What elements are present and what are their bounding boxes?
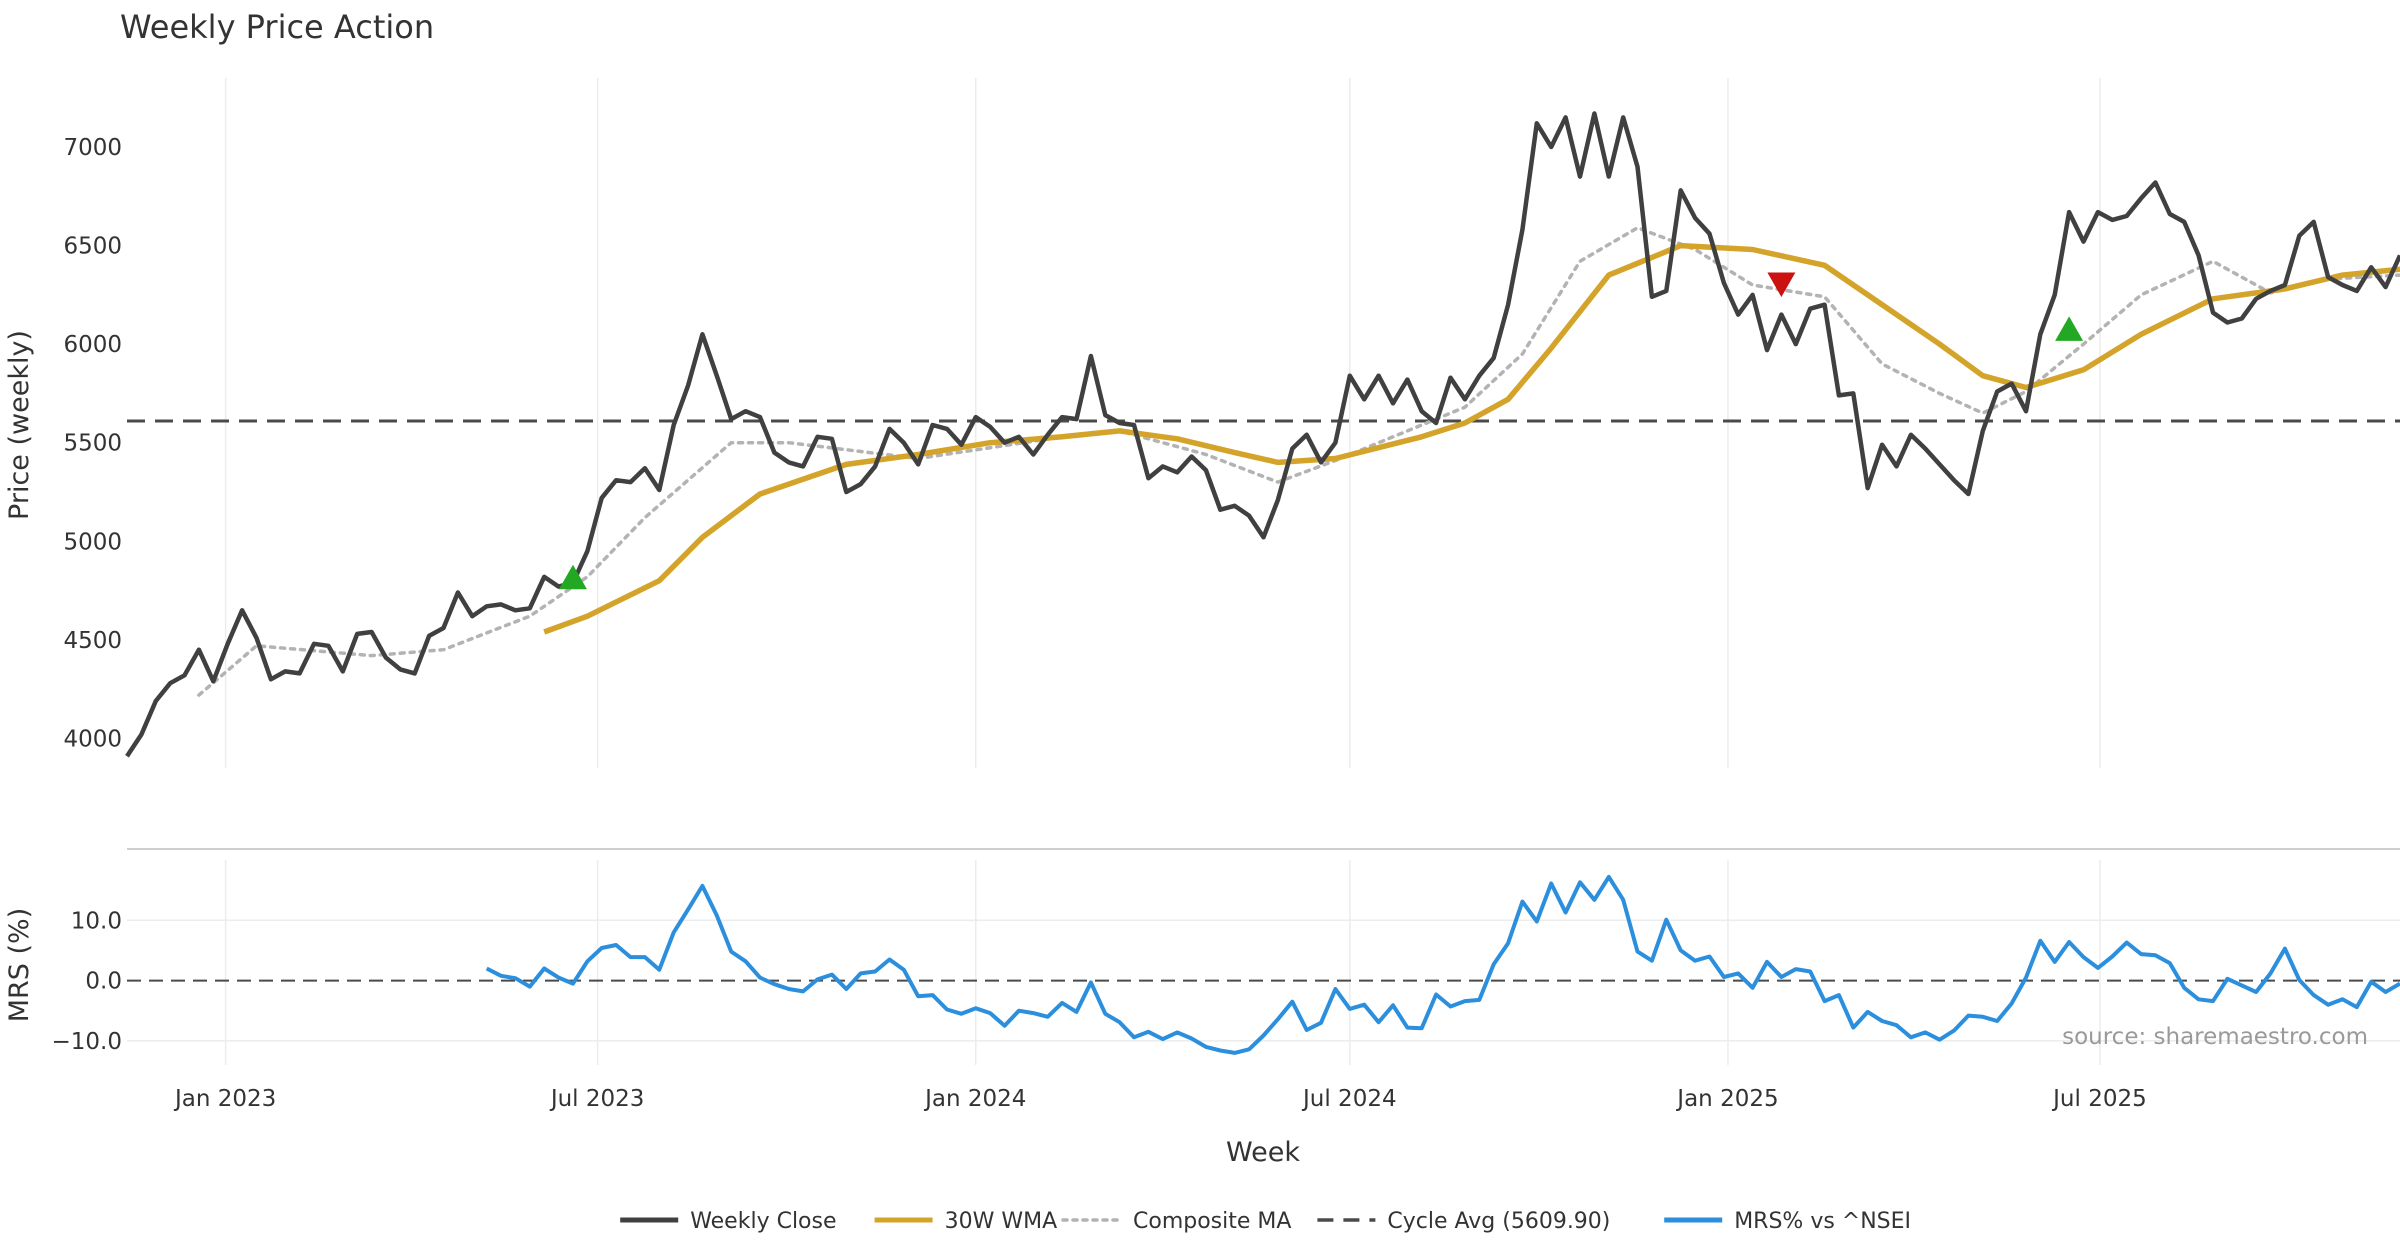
legend-item-2: Composite MA — [1061, 1209, 1291, 1234]
x-axis-label: Week — [1226, 1137, 1300, 1168]
price-y-axis-label: Price (weekly) — [4, 330, 35, 520]
signal-markers — [558, 272, 2084, 590]
legend-label-0: Weekly Close — [690, 1209, 836, 1234]
chart-title: Weekly Price Action — [120, 8, 434, 46]
legend-item-0: Weekly Close — [620, 1209, 837, 1234]
price-panel: 4000 4500 5000 5500 6000 6500 7000 Price (week… — [4, 78, 2400, 768]
legend-item-4: MRS% vs ^NSEI — [1664, 1209, 1911, 1234]
legend-label-2: Composite MA — [1133, 1209, 1291, 1234]
price-grid — [224, 78, 2101, 768]
sell-signal-marker-1 — [1767, 272, 1796, 298]
mrs-y-axis-label: MRS (%) — [4, 908, 35, 1023]
legend-label-3: Cycle Avg (5609.90) — [1387, 1209, 1610, 1234]
mrs-y-tick-1: 0.0 — [85, 969, 122, 995]
price-y-tick-6500: 6500 — [63, 234, 122, 260]
price-y-tick-7000: 7000 — [63, 135, 122, 161]
source-note: source: sharemaestro.com — [2062, 1024, 2368, 1050]
mrs-grid — [127, 860, 2400, 1065]
price-y-tick-5000: 5000 — [63, 529, 122, 555]
mrs-y-tick-2: −10.0 — [52, 1029, 122, 1055]
x-tick-label-3: Jul 2024 — [1301, 1086, 1397, 1112]
legend-label-1: 30W WMA — [945, 1209, 1058, 1234]
x-tick-label-4: Jan 2025 — [1675, 1086, 1778, 1112]
x-tick-labels: Jan 2023 Jul 2023 Jan 2024 Jul 2024 Jan 2025… — [173, 1086, 2147, 1112]
mrs-line — [485, 874, 2400, 1055]
buy-signal-marker-0 — [558, 564, 587, 590]
price-y-tick-4500: 4500 — [63, 628, 122, 654]
legend-item-3: Cycle Avg (5609.90) — [1317, 1209, 1610, 1234]
legend-label-4: MRS% vs ^NSEI — [1734, 1209, 1911, 1234]
composite-ma-line — [197, 225, 2400, 697]
wma-30w-line — [543, 242, 2400, 635]
x-tick-label-5: Jul 2025 — [2051, 1086, 2147, 1112]
x-tick-label-1: Jul 2023 — [549, 1086, 645, 1112]
legend: Weekly Close 30W WMA Composite MA Cycle Avg… — [620, 1209, 1911, 1234]
price-y-tick-5500: 5500 — [63, 431, 122, 457]
price-y-ticks: 4000 4500 5000 5500 6000 6500 7000 — [63, 135, 122, 752]
buy-signal-marker-2 — [2055, 316, 2084, 341]
x-tick-label-0: Jan 2023 — [173, 1086, 276, 1112]
weekly-close-line — [125, 111, 2400, 758]
x-tick-label-2: Jan 2024 — [923, 1086, 1026, 1112]
mrs-y-ticks: 10.0 0.0 −10.0 — [52, 908, 122, 1055]
legend-item-1: 30W WMA — [874, 1209, 1058, 1234]
mrs-panel: 10.0 0.0 −10.0 MRS (%) source: sharemaestr… — [4, 860, 2400, 1065]
price-y-tick-4000: 4000 — [63, 726, 122, 752]
mrs-y-tick-0: 10.0 — [71, 908, 122, 934]
price-y-tick-6000: 6000 — [63, 332, 122, 358]
